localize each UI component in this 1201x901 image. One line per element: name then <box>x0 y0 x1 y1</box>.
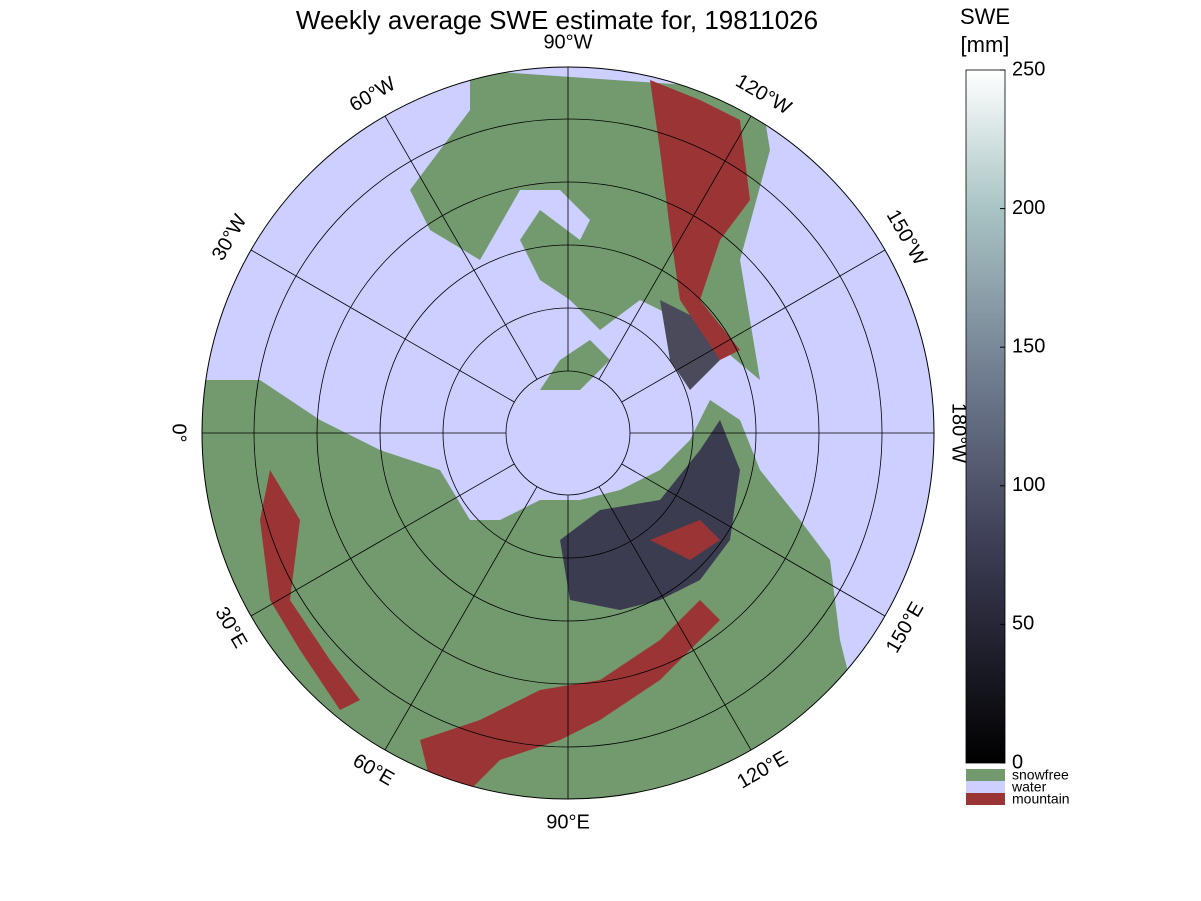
map-border <box>201 66 935 800</box>
meridian <box>598 115 752 380</box>
snow-cover-na <box>660 300 720 390</box>
longitude-label: 180°W <box>948 403 970 463</box>
longitude-label: 30°E <box>210 603 251 652</box>
colorbar-tick-label: 200 <box>1012 197 1045 219</box>
graticule <box>202 67 934 799</box>
map-disc <box>202 67 934 799</box>
meridian <box>384 486 538 751</box>
longitude-label: 60°W <box>346 73 400 117</box>
colorbar-gradient <box>965 69 1006 764</box>
longitude-label: 30°W <box>208 211 252 265</box>
colorbar-tick-label: 250 <box>1012 58 1045 80</box>
colorbar-label: SWE <box>960 4 1010 29</box>
snow-cover <box>560 420 740 610</box>
meridian <box>384 115 538 380</box>
mountains-asia-2 <box>650 520 720 560</box>
mountains-europe <box>260 470 360 710</box>
colorbar-tick-label: 50 <box>1012 613 1034 635</box>
longitude-label: 90°E <box>546 811 590 833</box>
legend-label: mountain <box>1012 791 1070 807</box>
colorbar-tick-label: 0 <box>1012 751 1023 773</box>
mountains-asia <box>420 600 720 790</box>
meridian <box>250 463 515 617</box>
title: Weekly average SWE estimate for, 1981102… <box>296 5 818 35</box>
mountains <box>650 80 750 360</box>
meridian <box>621 463 886 617</box>
longitude-label: 90°W <box>543 31 592 53</box>
longitude-label: 0° <box>168 423 190 442</box>
colorbar-tick-label: 150 <box>1012 335 1045 357</box>
legend-label: snowfree <box>1012 767 1069 783</box>
meridian <box>250 249 515 403</box>
legend-swatch <box>966 793 1005 805</box>
meridian <box>621 249 886 403</box>
legend-label: water <box>1011 779 1047 795</box>
legend-swatch <box>966 781 1005 793</box>
legend-swatch <box>966 769 1005 781</box>
colorbar: SWE [mm] 0 50 100 150 200 250 snowfreewatermount… <box>960 4 1070 807</box>
colorbar-tick-label: 100 <box>1012 474 1045 496</box>
longitude-label: 60°E <box>349 750 398 791</box>
colorbar-label: [mm] <box>961 32 1010 57</box>
meridian <box>598 486 752 751</box>
greenland <box>540 340 610 390</box>
